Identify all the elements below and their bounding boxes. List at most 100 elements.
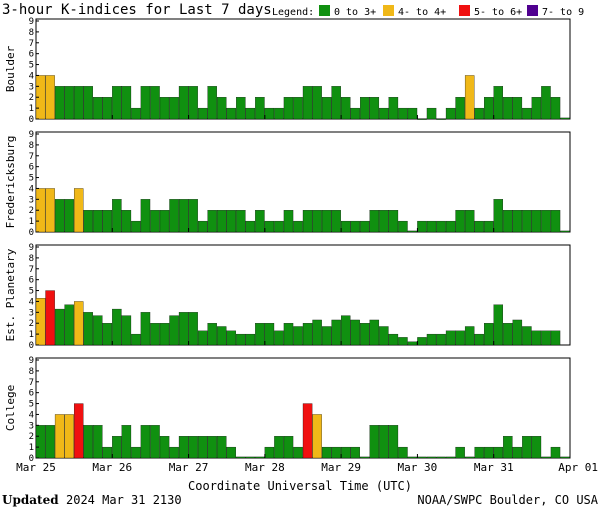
panel-label: Boulder xyxy=(4,45,17,92)
bar xyxy=(159,210,170,233)
bar xyxy=(150,323,160,346)
bar xyxy=(503,97,513,120)
bar xyxy=(474,107,484,120)
bar xyxy=(541,456,551,459)
bar xyxy=(131,446,141,459)
x-axis-label: Coordinate Universal Time (UTC) xyxy=(188,479,412,493)
bar xyxy=(226,446,236,459)
x-tick-label: Mar 29 xyxy=(321,461,361,474)
bar xyxy=(159,97,170,120)
bar xyxy=(188,86,198,120)
y-tick-label: 4 xyxy=(29,184,34,194)
bar xyxy=(264,446,275,459)
bar xyxy=(45,75,55,120)
bar xyxy=(302,210,313,233)
legend-item-3: 7- to 9 xyxy=(542,7,584,18)
bar xyxy=(407,107,418,120)
bar xyxy=(417,118,427,120)
y-tick-label: 8 xyxy=(29,141,34,151)
bar xyxy=(283,210,294,233)
x-tick-label: Mar 28 xyxy=(245,461,285,474)
bar xyxy=(522,107,532,120)
bar xyxy=(321,210,332,233)
y-tick-label: 9 xyxy=(29,130,34,140)
bar xyxy=(360,97,370,120)
bar xyxy=(255,456,265,459)
bar xyxy=(93,210,103,233)
bar xyxy=(283,436,294,459)
bar xyxy=(522,210,532,233)
y-tick-label: 1 xyxy=(29,217,34,227)
bar xyxy=(197,436,208,459)
bar xyxy=(140,425,151,459)
bar xyxy=(245,456,256,459)
bar xyxy=(245,333,256,346)
bar xyxy=(207,86,217,120)
bar xyxy=(350,220,360,233)
bar xyxy=(150,425,160,459)
bar xyxy=(541,210,551,233)
bar xyxy=(503,436,513,459)
bar xyxy=(340,220,351,233)
bar xyxy=(54,199,65,233)
bar xyxy=(541,330,551,346)
bar xyxy=(493,86,504,120)
bar xyxy=(398,220,408,233)
bar xyxy=(54,308,65,346)
y-tick-label: 0 xyxy=(29,454,34,464)
bar xyxy=(484,446,494,459)
bar xyxy=(388,97,399,120)
bar xyxy=(360,220,370,233)
y-tick-label: 7 xyxy=(29,152,34,162)
panel-label: College xyxy=(4,385,17,431)
credit: NOAA/SWPC Boulder, CO USA xyxy=(417,493,598,507)
bar xyxy=(445,456,456,459)
bar xyxy=(426,107,437,120)
y-tick-label: 1 xyxy=(29,104,34,114)
bar xyxy=(112,308,122,346)
bar xyxy=(560,117,570,120)
bar xyxy=(531,210,542,233)
bar xyxy=(131,220,141,233)
x-tick-labels: Mar 25 Mar 26 Mar 27 Mar 28 Mar 29 Mar 30 Mar … xyxy=(16,461,598,474)
y-tick-label: 8 xyxy=(29,254,34,264)
bar xyxy=(340,97,351,120)
bar xyxy=(426,456,437,459)
bar xyxy=(369,210,380,233)
bar xyxy=(83,425,93,459)
bar xyxy=(112,86,122,120)
bar xyxy=(45,290,55,346)
bar xyxy=(35,298,46,346)
bar xyxy=(436,118,446,120)
bar xyxy=(388,333,399,346)
bar xyxy=(178,312,189,346)
y-tick-label: 4 xyxy=(29,410,34,420)
bar xyxy=(64,86,74,120)
bar xyxy=(264,107,275,120)
bar xyxy=(217,97,227,120)
bar xyxy=(140,199,151,233)
bar xyxy=(312,319,322,346)
x-tick-label: Apr 01 xyxy=(558,461,598,474)
bar xyxy=(484,323,494,346)
bar xyxy=(226,330,236,346)
bar xyxy=(398,446,408,459)
legend-swatch-1 xyxy=(383,5,394,16)
bar xyxy=(93,315,103,346)
bar xyxy=(464,210,475,233)
y-tick-label: 3 xyxy=(29,195,34,205)
bar xyxy=(464,326,475,346)
bar xyxy=(379,210,389,233)
y-tick-label: 4 xyxy=(29,297,34,307)
bar xyxy=(102,446,113,459)
x-tick-label: Mar 30 xyxy=(398,461,438,474)
bar xyxy=(426,220,437,233)
bar xyxy=(417,337,427,346)
bar xyxy=(340,315,351,346)
x-tick-label: Mar 27 xyxy=(169,461,209,474)
bar xyxy=(217,326,227,346)
bar xyxy=(312,414,322,459)
bar xyxy=(197,330,208,346)
